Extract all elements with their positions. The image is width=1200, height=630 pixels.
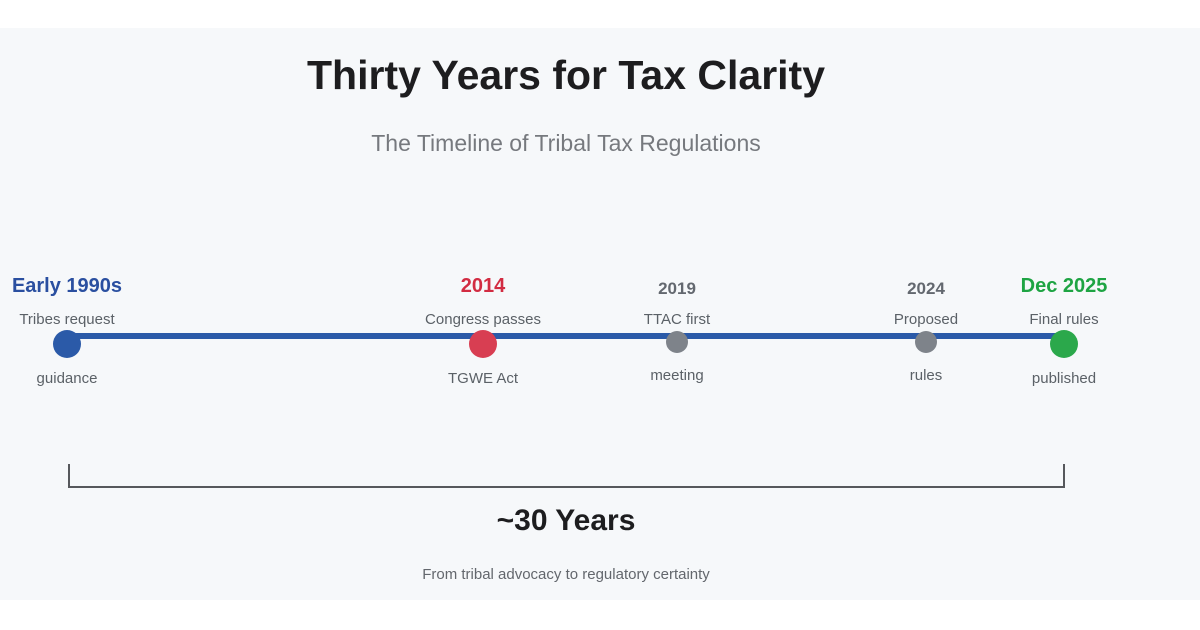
milestone-year-label: Dec 2025 xyxy=(1020,275,1108,297)
milestone-description-bottom: guidance xyxy=(36,370,98,387)
milestone-year-label: 2014 xyxy=(460,275,506,297)
milestone-description-top: Proposed xyxy=(893,311,959,328)
milestone-description-top: Tribes request xyxy=(19,311,115,328)
infographic-panel xyxy=(0,28,1200,600)
duration-bracket-tick-right xyxy=(1063,464,1065,488)
milestone-description-top: Congress passes xyxy=(425,311,541,328)
milestone-year-label: Early 1990s xyxy=(11,275,123,297)
duration-label: ~30 Years xyxy=(496,504,636,537)
milestone-description-bottom: published xyxy=(1031,370,1097,387)
timeline-milestone-1: Early 1990s Tribes request guidance xyxy=(0,270,177,400)
milestone-dot-icon xyxy=(53,330,81,358)
milestone-year-label: 2024 xyxy=(907,279,945,298)
milestone-description-top: Final rules xyxy=(1029,311,1099,328)
duration-bracket-tick-left xyxy=(68,464,70,488)
timeline-milestone-5: Dec 2025 Final rules published xyxy=(954,270,1174,400)
milestone-dot-icon xyxy=(1050,330,1078,358)
milestone-year-label: 2019 xyxy=(658,279,696,298)
timeline-line xyxy=(67,333,1064,339)
milestone-dot-icon xyxy=(469,330,497,358)
milestone-description-bottom: rules xyxy=(909,367,943,384)
page-subtitle: The Timeline of Tribal Tax Regulations xyxy=(371,130,761,156)
milestone-description-bottom: meeting xyxy=(650,367,704,384)
duration-caption: From tribal advocacy to regulatory certa… xyxy=(422,566,710,583)
page-title: Thirty Years for Tax Clarity xyxy=(306,52,826,98)
milestone-description-bottom: TGWE Act xyxy=(447,370,518,387)
milestone-dot-icon xyxy=(666,331,688,353)
timeline-milestone-2: 2014 Congress passes TGWE Act xyxy=(373,270,593,400)
milestone-dot-icon xyxy=(915,331,937,353)
timeline-milestone-3: 2019 TTAC first meeting xyxy=(567,270,787,400)
duration-bracket-line xyxy=(68,486,1065,488)
milestone-description-top: TTAC first xyxy=(643,311,711,328)
timeline-milestone-4: 2024 Proposed rules xyxy=(816,270,1036,400)
